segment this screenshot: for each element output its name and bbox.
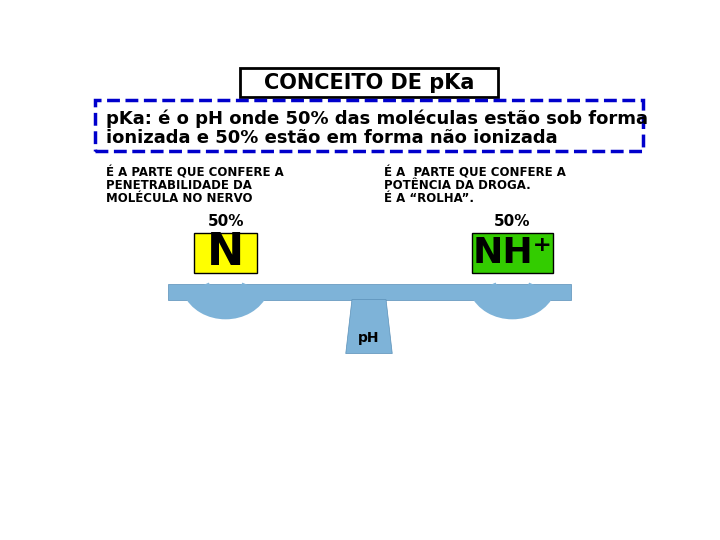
Text: MOLÉCULA NO NERVO: MOLÉCULA NO NERVO xyxy=(106,192,252,205)
Text: 50%: 50% xyxy=(494,214,531,230)
Bar xyxy=(472,233,554,273)
Text: PENETRABILIDADE DA: PENETRABILIDADE DA xyxy=(106,179,251,192)
FancyBboxPatch shape xyxy=(240,68,498,97)
FancyBboxPatch shape xyxy=(94,100,644,151)
Text: N: N xyxy=(207,231,244,274)
Text: pH: pH xyxy=(359,331,379,345)
Bar xyxy=(168,284,570,300)
Text: ionizada e 50% estão em forma não ionizada: ionizada e 50% estão em forma não ioniza… xyxy=(106,129,557,147)
Text: É A PARTE QUE CONFERE A: É A PARTE QUE CONFERE A xyxy=(106,166,283,179)
Text: NH⁺: NH⁺ xyxy=(472,235,552,269)
Text: POTÊNCIA DA DROGA.: POTÊNCIA DA DROGA. xyxy=(384,179,531,192)
Bar xyxy=(194,233,258,273)
Text: É A “ROLHA”.: É A “ROLHA”. xyxy=(384,192,474,205)
Text: 50%: 50% xyxy=(207,214,244,230)
Text: pKa: é o pH onde 50% das moléculas estão sob forma: pKa: é o pH onde 50% das moléculas estão… xyxy=(106,110,647,128)
Text: CONCEITO DE pKa: CONCEITO DE pKa xyxy=(264,72,474,92)
Text: É A  PARTE QUE CONFERE A: É A PARTE QUE CONFERE A xyxy=(384,166,567,179)
Polygon shape xyxy=(346,300,392,354)
